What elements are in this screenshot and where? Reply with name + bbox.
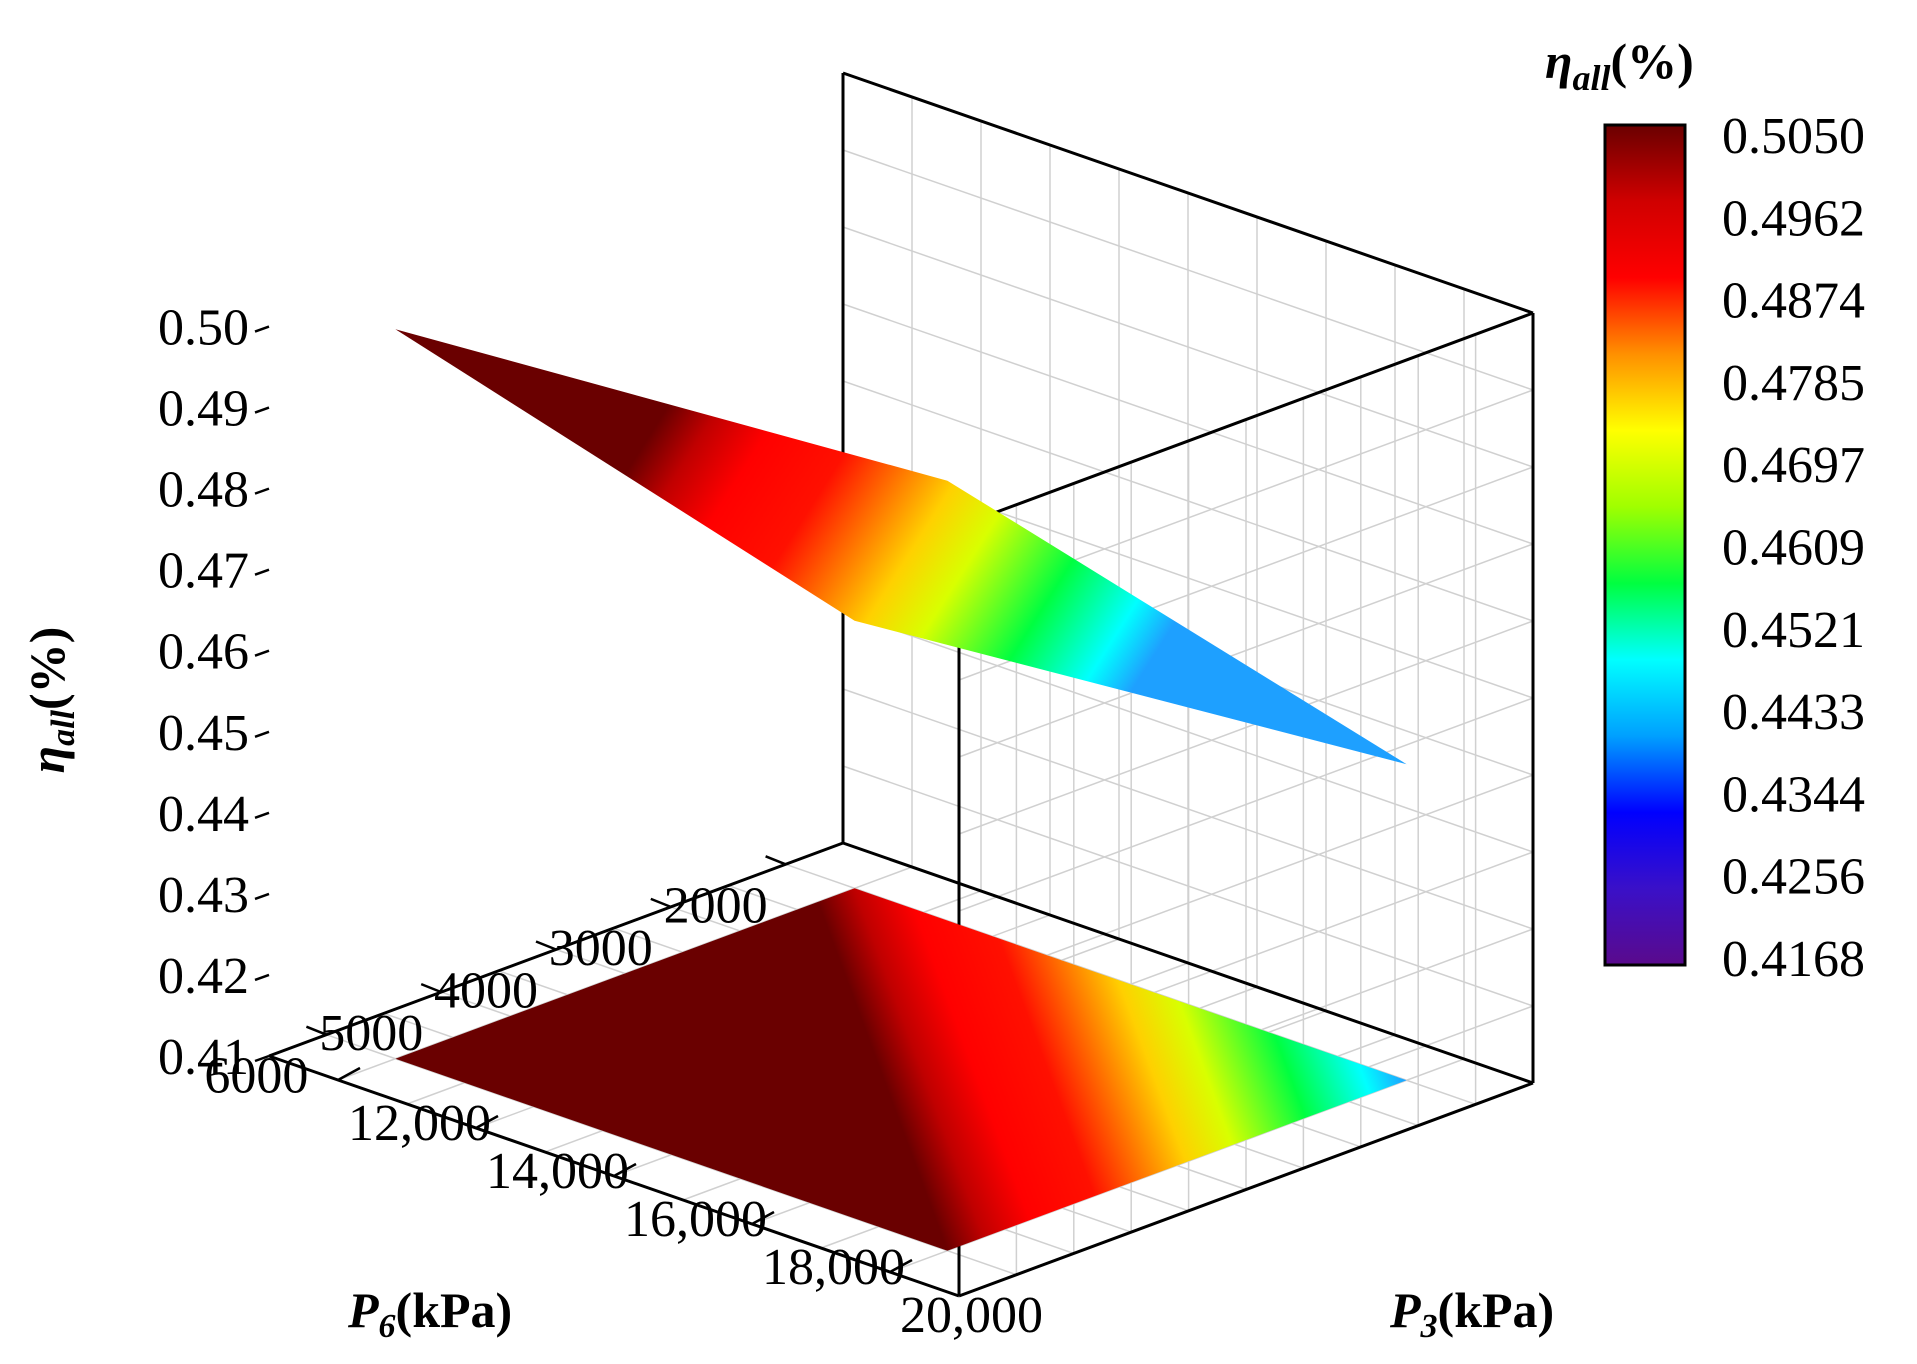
z-tick-label: 0.50 [158,300,249,357]
y-tick [751,1210,775,1226]
x-tick-label: 3000 [549,920,653,977]
z-tick [254,649,270,657]
x-tick [420,982,442,994]
z-tick [254,568,270,576]
colorbar-tick-label: 0.4874 [1722,273,1865,330]
surface-mesh [395,329,1407,765]
colorbar-title-sub: all [1572,58,1610,98]
z-tick [254,487,270,495]
colorbar-tick-label: 0.4168 [1722,931,1865,988]
colorbar-tick-label: 0.4697 [1722,437,1865,494]
y-tick-label: 18,000 [762,1239,905,1296]
y-tick [613,1162,637,1178]
floor-projection [395,888,1407,1251]
colorbar-tick-label: 0.5050 [1722,108,1865,165]
y-axis-unit: (kPa) [1438,1282,1555,1338]
x-axis-var: P [347,1282,379,1338]
z-tick [254,730,270,738]
z-tick-label: 0.48 [158,462,249,519]
grid-line [842,303,1534,545]
y-tick [337,1066,361,1082]
z-tick-label: 0.45 [158,705,249,762]
z-tick-label: 0.47 [158,543,249,600]
colorbar-tick-label: 0.4344 [1722,766,1865,823]
z-tick [254,325,270,333]
x-tick [305,1025,327,1036]
z-tick-label: 0.41 [158,1029,249,1086]
z-tick [254,1054,270,1063]
z-tick-label: 0.43 [158,867,249,924]
y-axis-sub: 3 [1420,1308,1438,1345]
z-tick-labels: 0.41 0.42 0.43 0.44 0.45 0.46 0.47 0.48 0.49 0.50 [158,300,249,1086]
colorbar-tick-label: 0.4433 [1722,684,1865,741]
grid-line [958,543,1534,758]
x-tick [765,855,787,866]
frame-edge [842,71,1534,315]
frame-edge [958,1081,1534,1298]
colorbar-title-unit: (%) [1610,33,1693,89]
z-tick [254,892,270,901]
z-tick [254,406,270,414]
x-tick [535,940,557,951]
colorbar-title-var: η [1545,33,1572,89]
x-tick-label: 4000 [434,963,538,1020]
colorbar-tick-label: 0.4609 [1722,520,1865,577]
colorbar-tick-label: 0.4785 [1722,355,1865,412]
grid-line [958,620,1534,835]
z-tick [254,811,270,820]
z-tick-label: 0.46 [158,624,249,681]
z-axis-sub: all [45,709,82,745]
z-axis-unit: (%) [19,627,75,710]
frame-edge [958,311,1534,528]
z-axis-label: ηall(%) [19,627,82,774]
grid-line [958,697,1534,912]
x-tick-label: 2000 [664,877,768,934]
x-tick-label: 5000 [319,1005,423,1062]
z-axis-var: η [19,746,75,773]
x-axis-label: P6(kPa) [347,1282,512,1345]
y-tick-label: 12,000 [348,1095,491,1152]
colorbar-ticks: 0.5050 0.4962 0.4874 0.4785 0.4697 0.4609 0.45… [1722,108,1865,988]
tick-marks [254,325,913,1274]
colorbar-tick-label: 0.4256 [1722,849,1865,906]
y-tick [889,1258,913,1274]
y-tick-label: 16,000 [624,1191,767,1248]
grid-line [842,149,1534,391]
colorbar-tick-label: 0.4962 [1722,190,1865,247]
x-axis-sub: 6 [379,1308,396,1345]
z-tick-label: 0.44 [158,786,249,843]
grid-line [842,226,1534,468]
y-axis-label: P3(kPa) [1389,1282,1554,1345]
y-tick-label: 20,000 [900,1287,1043,1344]
y-axis-var: P [1389,1282,1421,1338]
colorbar: ηall(%) 0.50500.49620.48740.47850.46970.… [1545,33,1865,988]
colorbar-tick-label: 0.4521 [1722,602,1865,659]
z-tick-label: 0.49 [158,381,249,438]
x-tick-label: 6000 [204,1048,308,1105]
colorbar-title: ηall(%) [1545,33,1694,98]
y-tick [475,1114,499,1130]
y-tick-label: 14,000 [486,1143,629,1200]
x-axis-unit: (kPa) [396,1282,513,1338]
z-tick-label: 0.42 [158,948,249,1005]
x-tick [650,897,672,909]
colorbar-scale [1603,123,1687,967]
z-tick [254,973,270,982]
